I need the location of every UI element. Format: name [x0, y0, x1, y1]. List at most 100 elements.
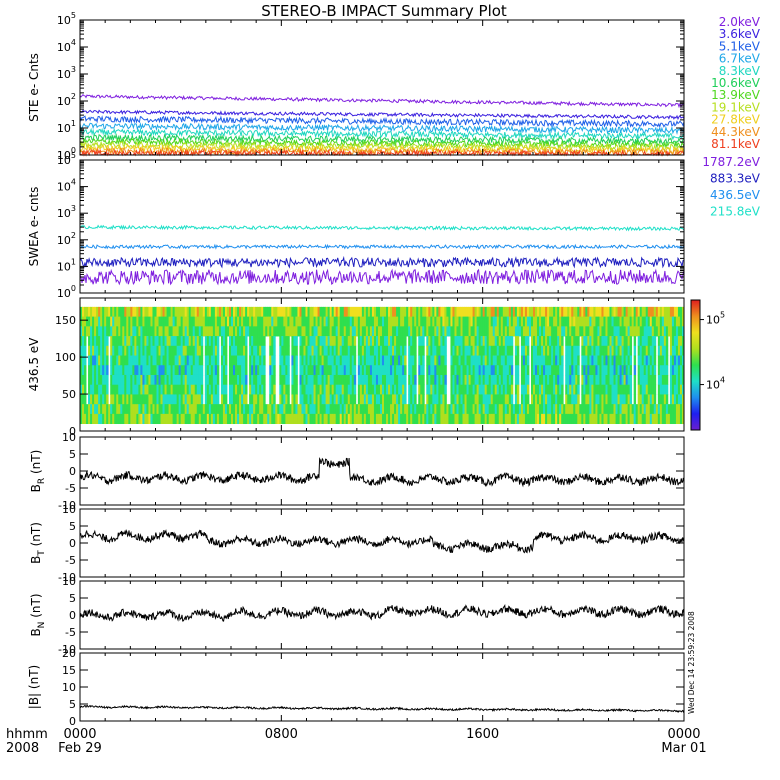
heatmap-cell [222, 306, 226, 317]
heatmap-cell [112, 374, 115, 386]
heatmap-cell [323, 374, 327, 386]
heatmap-cell [257, 404, 260, 415]
heatmap-cell [454, 336, 457, 347]
heatmap-cell [200, 384, 204, 395]
heatmap-cell [263, 394, 266, 405]
heatmap-cell [361, 374, 365, 386]
heatmap-cell [369, 316, 373, 327]
heatmap-cell [480, 404, 484, 415]
heatmap-cell [375, 326, 379, 337]
heatmap-cell [283, 413, 286, 425]
heatmap-cell [673, 326, 677, 337]
heatmap-cell [510, 306, 514, 317]
heatmap-cell [434, 345, 437, 356]
heatmap-cell [500, 384, 504, 395]
heatmap-cell [651, 326, 655, 337]
heatmap-cell [170, 326, 174, 337]
heatmap-cell [325, 365, 329, 376]
heatmap-cell [416, 316, 419, 327]
heatmap-cell [629, 326, 633, 337]
heatmap-cell [198, 355, 202, 366]
heatmap-cell [180, 413, 184, 425]
heatmap-cell [579, 316, 582, 327]
heatmap-cell [472, 355, 476, 366]
heatmap-cell [518, 404, 522, 415]
heatmap-cell [160, 355, 163, 366]
heatmap-cell [371, 355, 375, 366]
heatmap-cell [237, 404, 240, 415]
heatmap-cell [271, 384, 274, 395]
heatmap-cell [679, 355, 683, 366]
heatmap-cell [428, 413, 431, 425]
heatmap-cell [359, 326, 363, 337]
heatmap-cell [522, 326, 526, 337]
heatmap-cell [549, 404, 552, 415]
heatmap-cell [299, 394, 302, 405]
heatmap-cell [569, 345, 572, 356]
heatmap-cell [273, 306, 276, 317]
heatmap-cell [351, 336, 355, 347]
heatmap-cell [508, 326, 512, 337]
heatmap-cell [663, 326, 667, 337]
heatmap-cell [492, 316, 496, 327]
heatmap-cell [339, 384, 343, 395]
heatmap-cell [543, 384, 546, 395]
heatmap-cell [402, 413, 405, 425]
heatmap-cell [579, 326, 582, 337]
heatmap-cell [130, 345, 133, 356]
heatmap-cell [629, 345, 633, 356]
heatmap-cell [605, 384, 608, 395]
heatmap-cell [524, 336, 528, 347]
heatmap-cell [206, 316, 210, 327]
heatmap-cell [251, 355, 254, 366]
heatmap-cell [373, 384, 377, 395]
heatmap-cell [134, 326, 137, 337]
heatmap-cell [382, 365, 385, 376]
heatmap-cell [170, 394, 174, 405]
heatmap-cell [206, 374, 210, 386]
heatmap-cell [601, 404, 604, 415]
heatmap-cell [478, 404, 482, 415]
heatmap-cell [379, 306, 383, 317]
heatmap-cell [228, 345, 232, 356]
heatmap-cell [625, 316, 629, 327]
heatmap-cell [591, 394, 594, 405]
heatmap-cell [158, 345, 161, 356]
heatmap-cell [555, 336, 558, 347]
heatmap-cell [516, 365, 520, 376]
heatmap-cell [283, 355, 286, 366]
heatmap-cell [541, 355, 544, 366]
heatmap-cell [541, 365, 544, 376]
heatmap-cell [492, 374, 496, 386]
heatmap-cell [90, 374, 93, 386]
heatmap-cell [613, 345, 616, 356]
heatmap-cell [468, 384, 471, 395]
heatmap-cell [325, 306, 329, 317]
heatmap-cell [357, 404, 361, 415]
heatmap-cell [329, 365, 333, 376]
heatmap-cell [247, 306, 250, 317]
heatmap-cell [301, 306, 304, 317]
heatmap-cell [379, 355, 383, 366]
heatmap-cell [299, 345, 302, 356]
heatmap-cell [402, 345, 405, 356]
heatmap-cell [488, 384, 492, 395]
heatmap-cell [482, 306, 486, 317]
heatmap-cell [216, 336, 220, 347]
heatmap-cell [281, 365, 284, 376]
heatmap-cell [498, 404, 502, 415]
heatmap-cell [128, 345, 131, 356]
heatmap-cell [543, 316, 546, 327]
heatmap-cell [508, 404, 512, 415]
heatmap-cell [285, 326, 288, 337]
heatmap-cell [335, 413, 339, 425]
heatmap-cell [257, 316, 260, 327]
heatmap-cell [273, 374, 276, 386]
heatmap-cell [679, 413, 683, 425]
heatmap-cell [369, 336, 373, 347]
heatmap-cell [84, 326, 87, 337]
heatmap-cell [547, 413, 550, 425]
heatmap-cell [597, 413, 600, 425]
heatmap-cell [520, 374, 524, 386]
heatmap-cell [231, 306, 234, 317]
